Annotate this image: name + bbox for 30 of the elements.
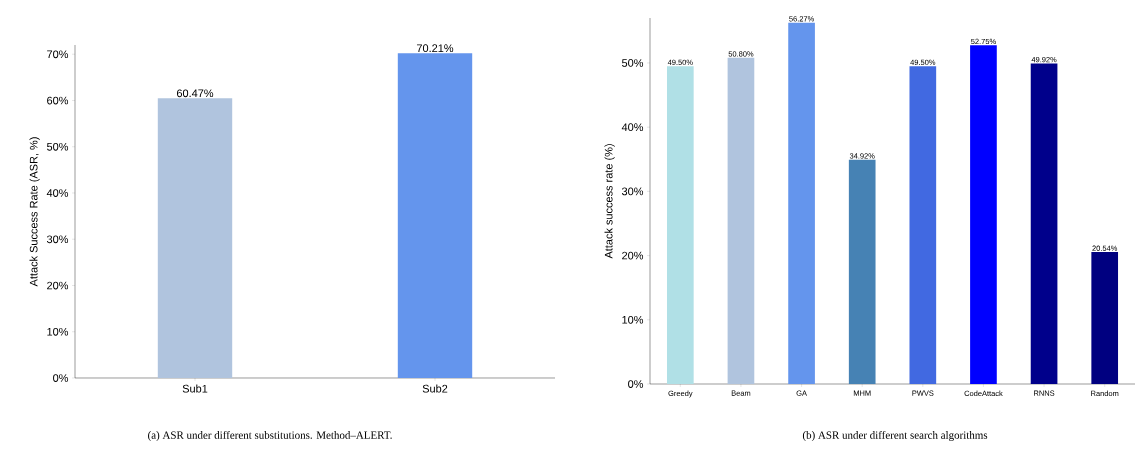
bar xyxy=(727,57,755,384)
bar xyxy=(848,159,876,384)
y-axis-title: Attack Success Rate (ASR, %) xyxy=(29,137,40,287)
bar xyxy=(970,45,997,384)
y-tick-label: 40% xyxy=(621,123,644,132)
data-label: 70.21% xyxy=(416,44,454,53)
y-tick-label: 10% xyxy=(47,327,69,336)
y-tick-label: 50% xyxy=(46,142,69,151)
bar xyxy=(909,66,937,384)
y-tick-label: 20% xyxy=(622,251,644,260)
y-axis-title: Attack success rate (%) xyxy=(604,144,615,259)
y-tick-label: 20% xyxy=(47,281,69,290)
bar xyxy=(1030,63,1058,384)
y-tick-label: 30% xyxy=(46,235,69,244)
y-tick-label: 50% xyxy=(621,59,644,67)
y-tick-label: 30% xyxy=(621,187,644,196)
y-tick-label: 0% xyxy=(53,374,69,382)
bar xyxy=(666,66,694,384)
y-tick-label: 40% xyxy=(46,189,69,197)
y-tick-label: 60% xyxy=(47,96,69,105)
text: (a) ASR under different substitutions. Method–ALERT. xyxy=(148,430,392,442)
data-label: 60.47% xyxy=(176,89,214,98)
bar xyxy=(788,22,815,384)
y-tick-label: 10% xyxy=(622,315,644,324)
text: (b) ASR under different search algorithms xyxy=(802,430,988,442)
y-tick-label: 70% xyxy=(47,50,69,59)
x-tick-label: Sub1 xyxy=(182,384,208,393)
y-tick-label: 0% xyxy=(628,380,644,388)
bar xyxy=(1091,252,1119,384)
x-tick-label: Sub2 xyxy=(422,384,448,393)
